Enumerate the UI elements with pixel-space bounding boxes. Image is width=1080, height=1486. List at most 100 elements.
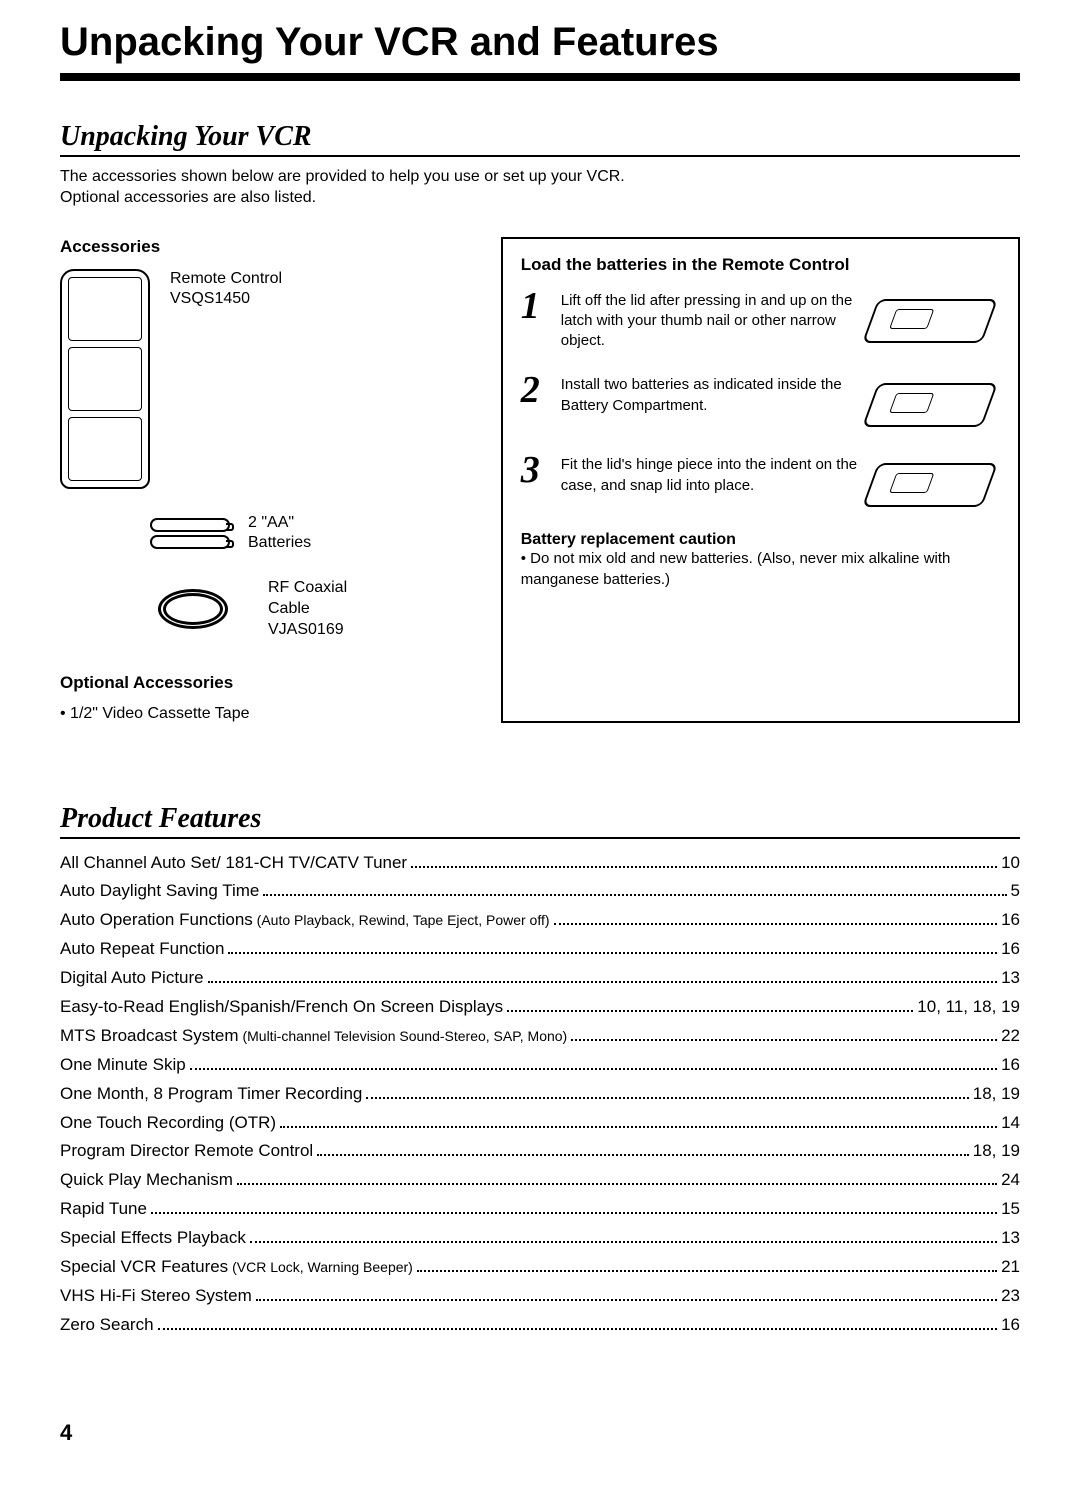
toc-page: 13 (1001, 964, 1020, 993)
step-3-row: 3 Fit the lid's hinge piece into the ind… (521, 451, 1000, 511)
toc-page: 16 (1001, 935, 1020, 964)
accessories-heading: Accessories (60, 237, 477, 257)
toc-row: One Month, 8 Program Timer Recording 18,… (60, 1080, 1020, 1109)
toc-row: Special VCR Features (VCR Lock, Warning … (60, 1253, 1020, 1282)
step-1-row: 1 Lift off the lid after pressing in and… (521, 287, 1000, 352)
toc-leader-dots (208, 981, 997, 983)
toc-row: Zero Search 16 (60, 1311, 1020, 1340)
toc-row: Quick Play Mechanism 24 (60, 1166, 1020, 1195)
toc-page: 16 (1001, 906, 1020, 935)
toc-row: VHS Hi-Fi Stereo System 23 (60, 1282, 1020, 1311)
toc-leader-dots (554, 923, 998, 925)
toc-page: 24 (1001, 1166, 1020, 1195)
toc-label: MTS Broadcast System (Multi-channel Tele… (60, 1022, 567, 1051)
toc-leader-dots (417, 1270, 997, 1272)
remote-label: Remote Control VSQS1450 (170, 269, 282, 311)
features-toc: All Channel Auto Set/ 181-CH TV/CATV Tun… (60, 849, 1020, 1340)
toc-row: Rapid Tune 15 (60, 1195, 1020, 1224)
toc-sublabel: (Auto Playback, Rewind, Tape Eject, Powe… (253, 912, 550, 928)
toc-label: Special VCR Features (VCR Lock, Warning … (60, 1253, 413, 1282)
step-3-text: Fit the lid's hinge piece into the inden… (561, 451, 858, 496)
toc-page: 21 (1001, 1253, 1020, 1282)
toc-page: 18, 19 (973, 1137, 1020, 1166)
step-1-text: Lift off the lid after pressing in and u… (561, 287, 858, 352)
section-rule-2 (60, 837, 1020, 839)
toc-row: Auto Operation Functions (Auto Playback,… (60, 906, 1020, 935)
toc-leader-dots (507, 1010, 913, 1012)
toc-leader-dots (263, 894, 1006, 896)
toc-page: 10 (1001, 849, 1020, 878)
caution-text: Do not mix old and new batteries. (Also,… (521, 549, 1000, 590)
battery-accessory-row: 2 "AA" Batteries (150, 513, 477, 555)
battery-illustration (150, 518, 230, 549)
toc-leader-dots (151, 1212, 997, 1214)
toc-leader-dots (411, 866, 997, 868)
toc-label: One Minute Skip (60, 1051, 186, 1080)
title-rule (60, 73, 1020, 81)
toc-label: Program Director Remote Control (60, 1137, 313, 1166)
toc-leader-dots (250, 1241, 997, 1243)
toc-page: 23 (1001, 1282, 1020, 1311)
optional-list: 1/2" Video Cassette Tape (60, 705, 477, 723)
toc-leader-dots (571, 1039, 997, 1041)
toc-label: Digital Auto Picture (60, 964, 204, 993)
optional-item: 1/2" Video Cassette Tape (60, 705, 477, 723)
toc-page: 16 (1001, 1311, 1020, 1340)
cable-illustration (150, 579, 250, 639)
toc-row: One Touch Recording (OTR) 14 (60, 1109, 1020, 1138)
toc-label: Quick Play Mechanism (60, 1166, 233, 1195)
toc-row: Digital Auto Picture 13 (60, 964, 1020, 993)
toc-label: Auto Repeat Function (60, 935, 224, 964)
caution-list: Do not mix old and new batteries. (Also,… (521, 549, 1000, 590)
toc-leader-dots (190, 1068, 997, 1070)
toc-row: Auto Repeat Function 16 (60, 935, 1020, 964)
optional-heading: Optional Accessories (60, 673, 477, 693)
toc-leader-dots (256, 1299, 997, 1301)
toc-row: MTS Broadcast System (Multi-channel Tele… (60, 1022, 1020, 1051)
remote-control-illustration (60, 269, 150, 489)
toc-leader-dots (228, 952, 997, 954)
toc-row: All Channel Auto Set/ 181-CH TV/CATV Tun… (60, 849, 1020, 878)
toc-row: Easy-to-Read English/Spanish/French On S… (60, 993, 1020, 1022)
features-title: Product Features (60, 803, 1020, 835)
toc-label: One Touch Recording (OTR) (60, 1109, 276, 1138)
toc-row: One Minute Skip 16 (60, 1051, 1020, 1080)
toc-label: VHS Hi-Fi Stereo System (60, 1282, 252, 1311)
toc-row: Program Director Remote Control 18, 19 (60, 1137, 1020, 1166)
toc-page: 13 (1001, 1224, 1020, 1253)
toc-label: Auto Daylight Saving Time (60, 877, 259, 906)
page-number: 4 (60, 1420, 1020, 1446)
toc-page: 10, 11, 18, 19 (917, 993, 1020, 1022)
intro-text: The accessories shown below are provided… (60, 167, 1020, 209)
toc-label: Zero Search (60, 1311, 154, 1340)
unpacking-section-title: Unpacking Your VCR (60, 121, 1020, 153)
toc-sublabel: (Multi-channel Television Sound-Stereo, … (239, 1028, 568, 1044)
two-column-upper: Accessories Remote Control VSQS1450 2 "A… (60, 237, 1020, 723)
toc-label: All Channel Auto Set/ 181-CH TV/CATV Tun… (60, 849, 407, 878)
toc-page: 22 (1001, 1022, 1020, 1051)
toc-leader-dots (237, 1183, 997, 1185)
step-2-illustration (870, 371, 1000, 431)
step-3-illustration (870, 451, 1000, 511)
step-2-row: 2 Install two batteries as indicated ins… (521, 371, 1000, 431)
toc-leader-dots (317, 1154, 969, 1156)
step-number: 3 (521, 451, 549, 489)
toc-page: 14 (1001, 1109, 1020, 1138)
toc-label: Special Effects Playback (60, 1224, 246, 1253)
cable-accessory-row: RF Coaxial Cable VJAS0169 (150, 578, 477, 640)
toc-page: 5 (1011, 877, 1020, 906)
toc-row: Special Effects Playback 13 (60, 1224, 1020, 1253)
toc-leader-dots (366, 1097, 968, 1099)
features-section: Product Features All Channel Auto Set/ 1… (60, 803, 1020, 1340)
page-title: Unpacking Your VCR and Features (60, 20, 1020, 65)
toc-label: Easy-to-Read English/Spanish/French On S… (60, 993, 503, 1022)
optional-accessories: Optional Accessories 1/2" Video Cassette… (60, 673, 477, 723)
battery-box-heading: Load the batteries in the Remote Control (521, 255, 1000, 275)
toc-sublabel: (VCR Lock, Warning Beeper) (228, 1259, 413, 1275)
toc-label: Auto Operation Functions (Auto Playback,… (60, 906, 550, 935)
toc-row: Auto Daylight Saving Time 5 (60, 877, 1020, 906)
toc-leader-dots (158, 1328, 998, 1330)
battery-instructions-box: Load the batteries in the Remote Control… (501, 237, 1020, 723)
cable-label: RF Coaxial Cable VJAS0169 (268, 578, 347, 640)
battery-label: 2 "AA" Batteries (248, 513, 311, 555)
